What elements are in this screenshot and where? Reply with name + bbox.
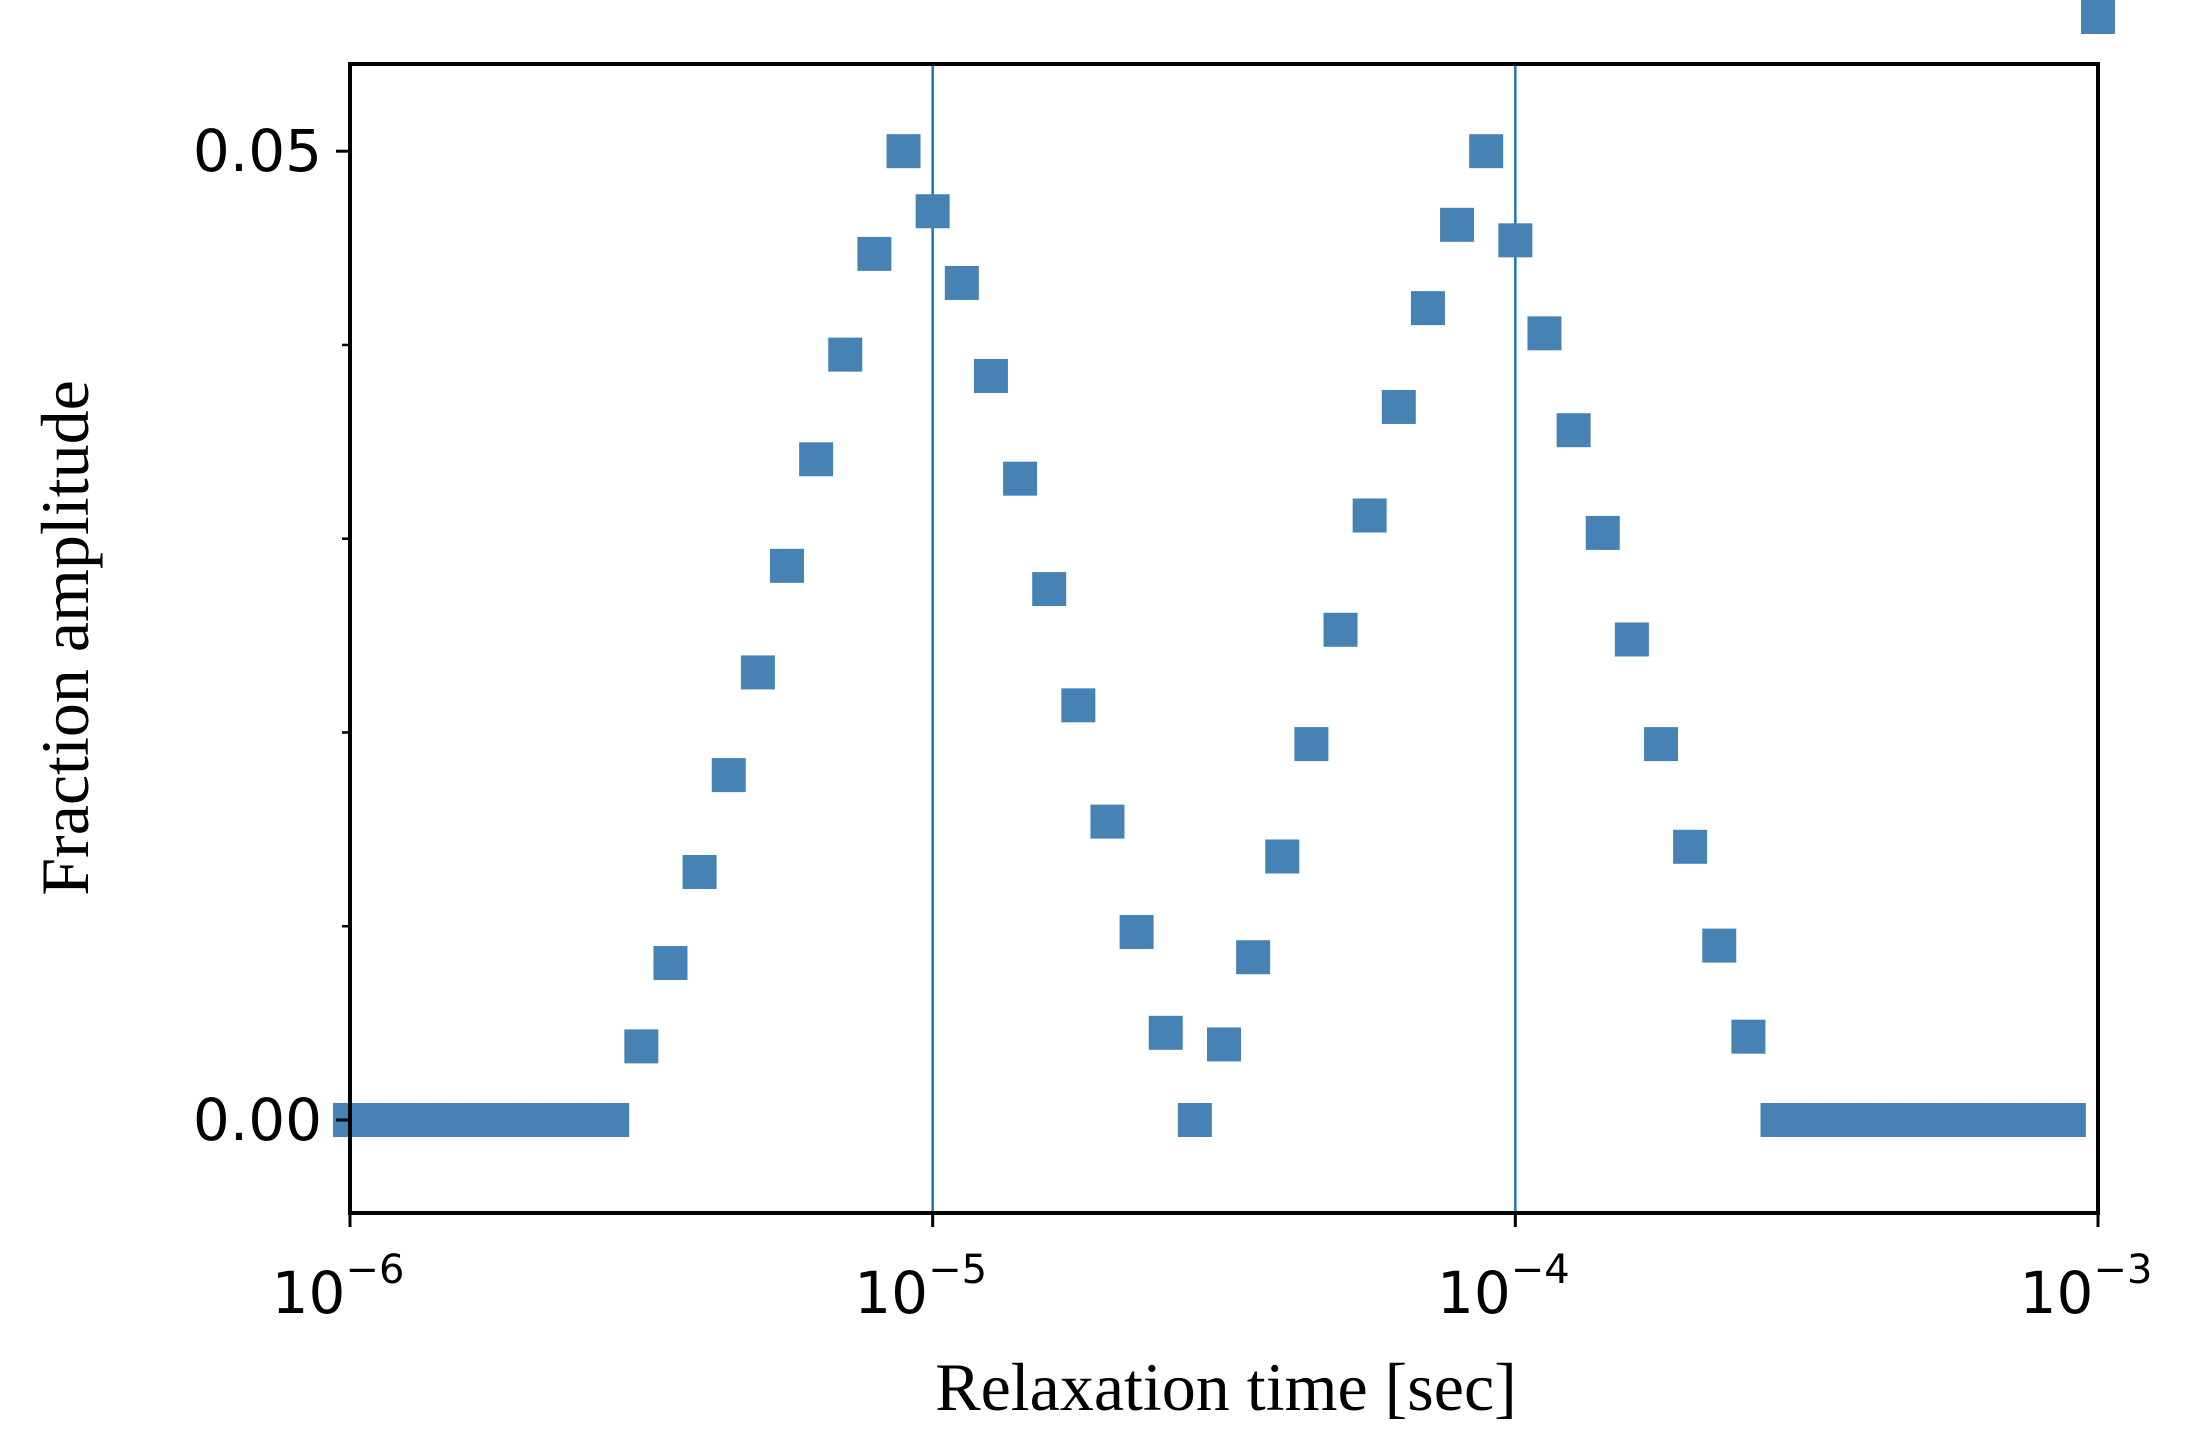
x-axis-label: Relaxation time [sec] — [935, 1349, 1517, 1425]
x-axis-ticks: 10−6 10−5 10−4 10−3 — [272, 1213, 2153, 1327]
x-tick-base: 10 — [1437, 1259, 1511, 1327]
data-point — [1207, 1027, 1241, 1062]
data-point — [1906, 1102, 1941, 1137]
data-point — [536, 1102, 571, 1137]
data-point — [1527, 316, 1562, 351]
data-point — [1352, 498, 1387, 533]
plot-frame — [348, 62, 2100, 1215]
data-point — [682, 854, 717, 889]
data-point — [944, 265, 979, 300]
data-point — [1731, 1019, 1766, 1054]
y-tick-label: 0.00 — [193, 1086, 322, 1154]
data-point — [2081, 0, 2115, 34]
x-tick-label: 10−5 — [854, 1247, 987, 1327]
data-point — [2051, 1102, 2086, 1137]
y-tick-label: 0.05 — [193, 117, 322, 185]
data-point — [1440, 207, 1475, 242]
data-point — [391, 1102, 426, 1137]
y-axis-ticks: 0.00 0.05 — [193, 117, 350, 1154]
x-tick-exponent: −3 — [2093, 1247, 2152, 1293]
data-point — [1673, 829, 1708, 864]
data-point — [1265, 839, 1300, 874]
data-point — [362, 1102, 397, 1137]
data-point — [1381, 389, 1416, 424]
data-point — [1935, 1102, 1970, 1137]
data-point — [1177, 1102, 1212, 1137]
data-point — [973, 358, 1008, 393]
data-point — [1410, 291, 1445, 326]
data-point — [770, 548, 804, 583]
data-point — [1614, 622, 1649, 657]
data-point — [1119, 915, 1154, 950]
data-point — [595, 1102, 630, 1137]
data-point — [420, 1102, 455, 1137]
data-point — [1148, 1015, 1183, 1050]
x-tick-label: 10−3 — [2020, 1247, 2153, 1327]
data-point — [1556, 413, 1591, 448]
data-point — [1702, 928, 1737, 963]
data-point — [624, 1029, 659, 1064]
data-point — [1323, 612, 1358, 647]
data-point — [653, 946, 688, 981]
data-point — [1644, 727, 1678, 762]
data-point — [507, 1102, 542, 1137]
data-point — [1003, 461, 1038, 496]
x-tick-exponent: −6 — [345, 1247, 404, 1293]
x-tick-label: 10−4 — [1437, 1247, 1570, 1327]
data-point — [1469, 134, 1504, 169]
data-point — [478, 1102, 513, 1137]
data-point — [1498, 223, 1533, 258]
data-point — [740, 655, 775, 690]
x-tick-label: 10−6 — [272, 1247, 405, 1327]
data-point — [1789, 1102, 1824, 1137]
data-point — [1877, 1102, 1912, 1137]
data-point — [799, 442, 834, 477]
data-points — [333, 0, 2115, 1137]
data-point — [857, 236, 892, 271]
data-point — [1032, 572, 1067, 607]
data-point — [449, 1102, 484, 1137]
data-point — [886, 134, 921, 169]
x-tick-base: 10 — [2020, 1259, 2094, 1327]
x-tick-base: 10 — [272, 1259, 346, 1327]
x-tick-exponent: −5 — [928, 1247, 987, 1293]
data-point — [1236, 940, 1271, 975]
data-point — [711, 758, 746, 793]
data-point — [1294, 727, 1329, 762]
data-point — [1090, 804, 1125, 839]
data-point — [1061, 688, 1096, 723]
data-point — [2022, 1102, 2057, 1137]
data-point — [1993, 1102, 2028, 1137]
data-point — [1585, 515, 1620, 550]
x-tick-exponent: −4 — [1511, 1247, 1570, 1293]
data-point — [1847, 1102, 1882, 1137]
data-point — [828, 337, 863, 372]
data-point — [915, 194, 950, 229]
data-point — [1964, 1102, 1999, 1137]
y-axis-label: Fraction amplitude — [27, 380, 103, 896]
data-point — [566, 1102, 601, 1137]
data-point — [1818, 1102, 1853, 1137]
data-point — [1760, 1102, 1795, 1137]
x-tick-base: 10 — [854, 1259, 928, 1327]
